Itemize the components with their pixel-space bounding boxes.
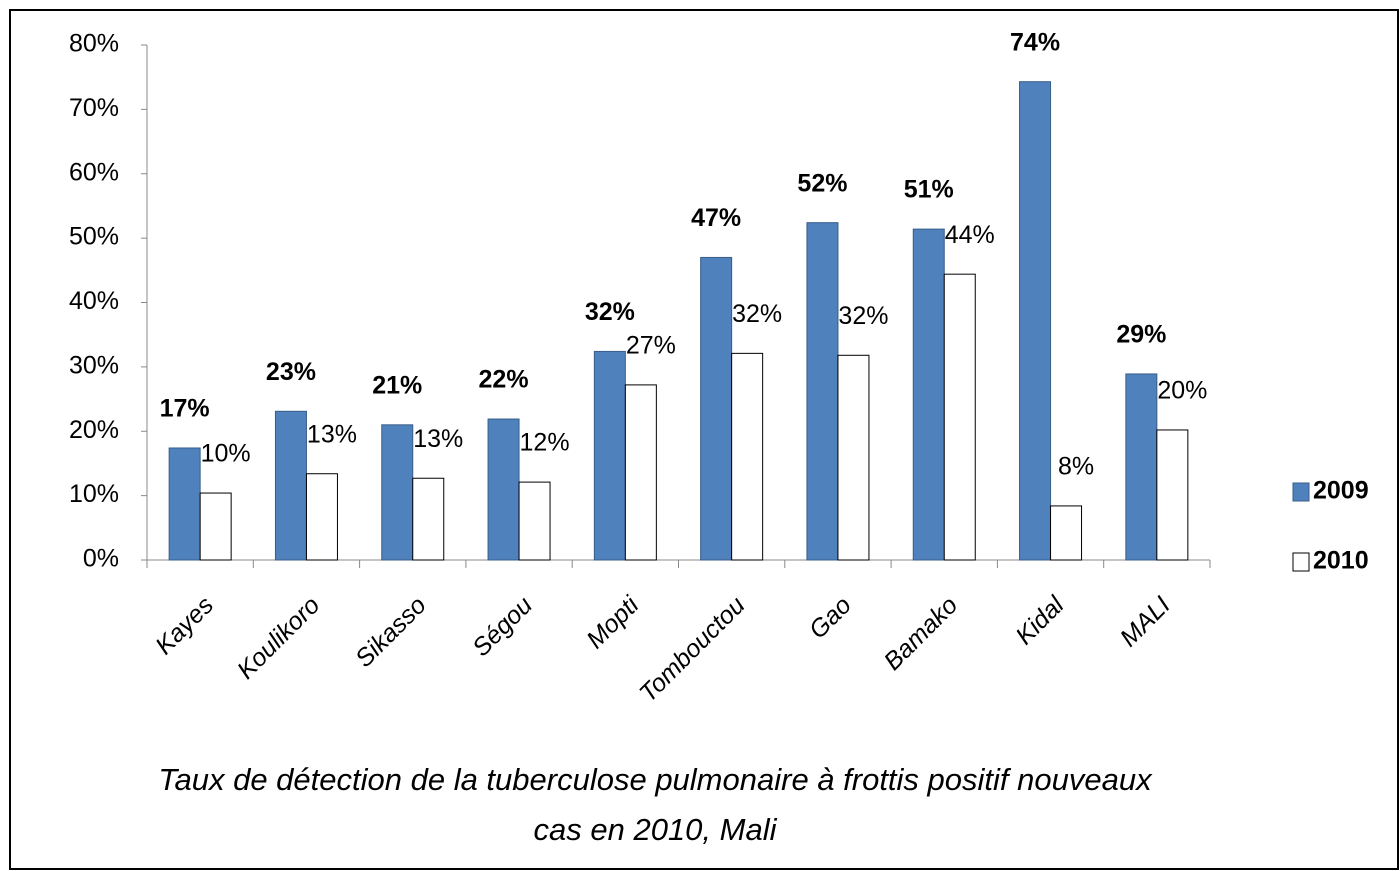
y-tick-label: 40%: [69, 287, 119, 315]
legend-label: 2010: [1313, 547, 1369, 575]
y-tick-label: 60%: [69, 158, 119, 186]
bar: [1156, 429, 1189, 561]
value-label: 13%: [413, 425, 463, 453]
bar: [518, 481, 551, 561]
bar: [381, 424, 414, 561]
bar: [1125, 373, 1158, 561]
value-label: 44%: [945, 221, 995, 249]
legend-swatch: [1292, 482, 1310, 502]
value-label: 12%: [520, 429, 570, 457]
y-tick-label: 10%: [69, 480, 119, 508]
value-label: 27%: [626, 332, 676, 360]
value-label: 13%: [307, 420, 357, 448]
bar: [305, 473, 338, 561]
bar: [1050, 505, 1083, 561]
value-label: 8%: [1058, 453, 1094, 481]
y-tick-label: 20%: [69, 416, 119, 444]
bar: [487, 418, 520, 561]
bar: [624, 384, 657, 561]
value-label: 32%: [732, 300, 782, 328]
title-line: cas en 2010, Mali: [534, 812, 778, 847]
bar: [806, 222, 839, 561]
bar: [912, 228, 945, 561]
bar: [837, 354, 870, 561]
bar: [1019, 81, 1052, 561]
value-label: 23%: [266, 358, 316, 386]
bar: [199, 492, 232, 561]
value-label: 20%: [1157, 377, 1207, 405]
value-label: 17%: [160, 395, 210, 423]
y-tick-label: 50%: [69, 223, 119, 251]
value-label: 29%: [1116, 321, 1166, 349]
legend-label: 2009: [1313, 477, 1369, 505]
y-tick-label: 0%: [83, 545, 119, 573]
title-line: Taux de détection de la tuberculose pulm…: [158, 762, 1153, 797]
y-tick-label: 70%: [69, 94, 119, 122]
bar: [943, 273, 976, 561]
bar: [274, 410, 307, 561]
value-label: 52%: [797, 169, 847, 197]
value-label: 22%: [479, 366, 529, 394]
bar: [593, 350, 626, 561]
value-label: 51%: [904, 176, 954, 204]
legend-swatch: [1292, 552, 1310, 572]
chart-title: Taux de détection de la tuberculose pulm…: [158, 762, 1153, 847]
value-label: 10%: [201, 440, 251, 468]
value-label: 32%: [585, 298, 635, 326]
value-label: 21%: [372, 371, 422, 399]
value-label: 32%: [838, 302, 888, 330]
y-tick-label: 80%: [69, 30, 119, 58]
value-label: 47%: [691, 204, 741, 232]
y-tick-label: 30%: [69, 351, 119, 379]
bar: [168, 447, 201, 561]
value-label: 74%: [1010, 28, 1060, 56]
bar: [412, 477, 445, 561]
bar: [731, 352, 764, 561]
bar: [700, 256, 733, 561]
